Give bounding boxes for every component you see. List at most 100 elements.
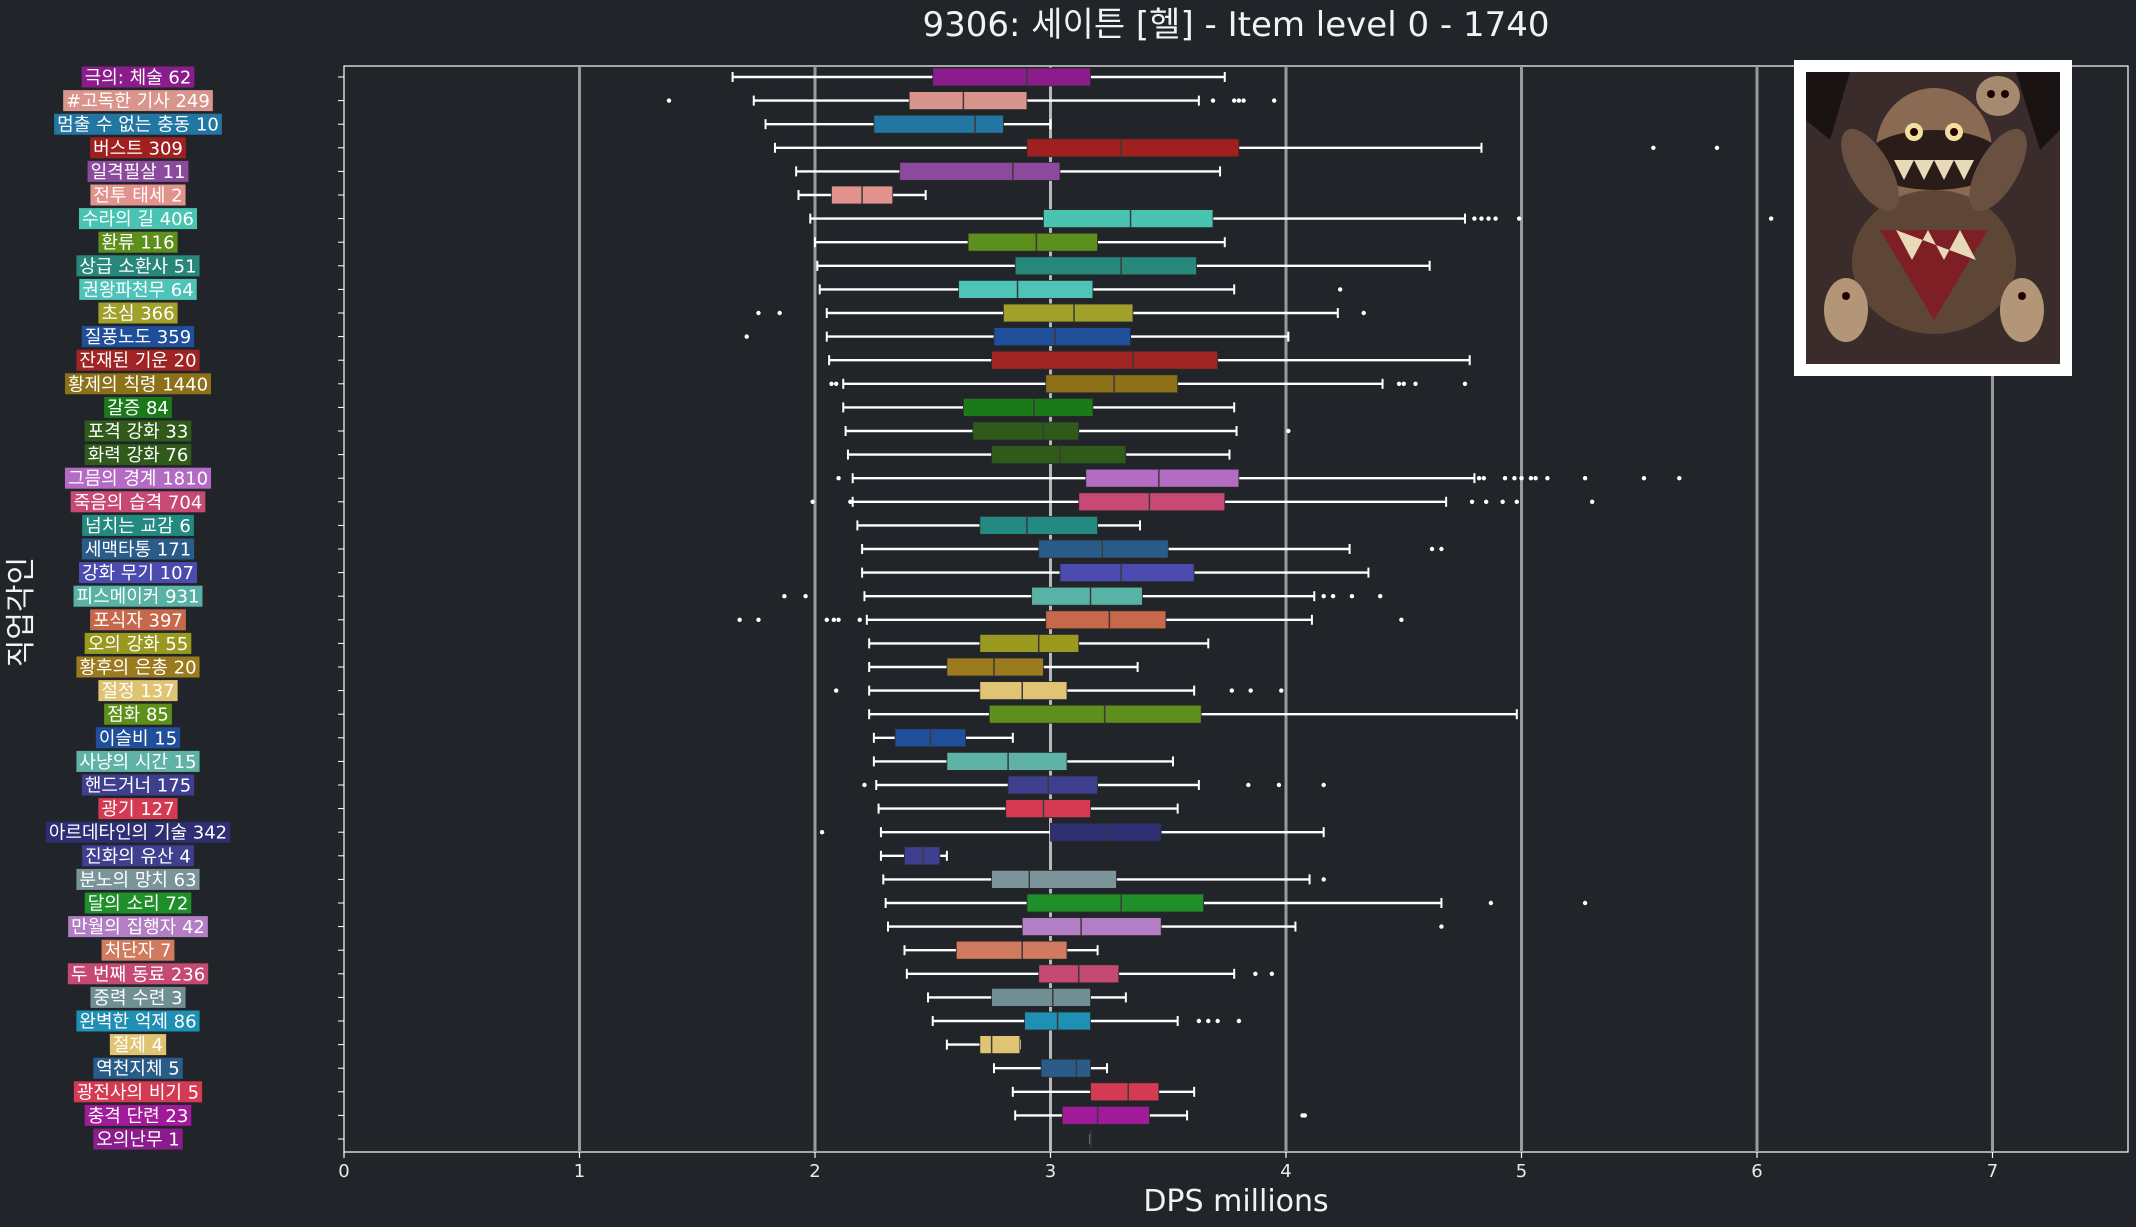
outlier-point <box>1302 1113 1308 1118</box>
outlier-point <box>1512 476 1517 481</box>
outlier-point <box>1321 877 1326 882</box>
outlier-point <box>1401 381 1406 386</box>
plot-frame <box>343 65 2129 1153</box>
category-label-bg <box>79 278 197 300</box>
category-label-text: 권왕파천무 64 <box>82 280 193 301</box>
category-label: 아르데타인의 기술 342 <box>45 821 231 844</box>
iqr-box <box>1003 303 1134 323</box>
category-label-text: 화력 강화 76 <box>88 445 189 466</box>
category-label: 황후의 은총 20 <box>76 656 200 679</box>
category-label: 오의 강화 55 <box>84 632 192 655</box>
category-label-bg <box>81 774 195 796</box>
outlier-point <box>1589 499 1595 504</box>
box-27 <box>338 681 1284 700</box>
iqr-box <box>972 421 1080 441</box>
category-label-bg <box>76 349 200 371</box>
box-7 <box>338 209 1774 229</box>
category-label-bg <box>109 1034 167 1056</box>
iqr-box <box>946 657 1044 677</box>
outlier-point <box>1429 546 1435 552</box>
category-label-text: 오의난무 1 <box>96 1130 179 1151</box>
iqr-box <box>1061 1106 1150 1125</box>
outlier-point <box>836 617 841 622</box>
box-20 <box>338 516 1141 535</box>
category-label-bg <box>84 1104 192 1126</box>
category-label-bg <box>101 939 175 961</box>
box-45 <box>338 1106 1308 1125</box>
iqr-box <box>991 350 1219 370</box>
box-38 <box>338 940 1099 960</box>
category-label-text: 일격필살 11 <box>91 162 186 183</box>
category-label-text: 완벽한 억제 86 <box>79 1012 196 1033</box>
category-label: 포식자 397 <box>90 609 186 631</box>
iqr-box <box>1007 775 1098 795</box>
category-label-text: 달의 소리 72 <box>88 894 189 915</box>
outlier-point <box>1493 216 1498 221</box>
box-46 <box>338 1129 1092 1149</box>
outlier-point <box>1519 476 1524 481</box>
category-label-text: #고독한 기사 249 <box>66 91 210 112</box>
outlier-point <box>1378 594 1383 599</box>
category-label: 화력 강화 76 <box>84 444 192 466</box>
category-label-bg <box>73 1081 203 1103</box>
outlier-point <box>1528 476 1534 481</box>
box-34 <box>338 846 948 866</box>
category-label: 극의: 체술 62 <box>81 66 195 89</box>
outlier-point <box>1246 782 1251 788</box>
iqr-box <box>991 988 1091 1007</box>
outlier-point <box>1210 98 1216 103</box>
outlier-point <box>1714 145 1720 150</box>
outlier-point <box>862 782 867 788</box>
box-37 <box>338 917 1444 936</box>
category-label-bg <box>67 963 209 985</box>
outlier-point <box>1514 499 1519 504</box>
outlier-point <box>1337 287 1343 292</box>
iqr-box <box>946 752 1068 771</box>
category-label: 광전사의 비기 5 <box>73 1081 203 1103</box>
category-label: 황제의 칙령 1440 <box>64 373 212 395</box>
category-label: 사냥의 시간 15 <box>76 750 200 773</box>
outlier-point <box>737 617 742 622</box>
box-31 <box>338 775 1326 795</box>
outlier-point <box>857 617 862 622</box>
outlier-point <box>1321 782 1326 788</box>
category-label-text: 처단자 7 <box>105 941 172 962</box>
category-label-text: 충격 단련 23 <box>88 1106 189 1127</box>
category-label-bg <box>64 467 212 489</box>
outlier-point <box>1399 617 1404 622</box>
outlier-point <box>836 476 841 481</box>
outlier-point <box>1488 900 1494 906</box>
outlier-point <box>1241 98 1246 103</box>
x-tick-label: 4 <box>1280 1161 1291 1182</box>
box-14 <box>338 374 1468 394</box>
outlier-point <box>1486 216 1491 221</box>
box-35 <box>338 870 1326 889</box>
box-30 <box>338 752 1174 771</box>
category-label: 세맥타통 171 <box>81 538 195 561</box>
category-label-text: 환류 116 <box>101 233 174 254</box>
outlier-point <box>833 688 839 693</box>
outlier-point <box>1206 1018 1211 1024</box>
category-label: #고독한 기사 249 <box>63 90 213 112</box>
category-label: 만월의 집행자 42 <box>68 916 208 938</box>
outlier-point <box>819 830 825 835</box>
category-label: 피스메이커 931 <box>73 585 203 608</box>
outlier-point <box>1462 381 1468 386</box>
category-label: 이슬비 15 <box>95 727 181 749</box>
category-label-bg <box>93 1057 183 1079</box>
category-label: 절정 137 <box>98 680 178 702</box>
outlier-point <box>803 594 808 599</box>
category-label-bg <box>78 562 198 584</box>
category-label-text: 사냥의 시간 15 <box>79 752 196 773</box>
box-24 <box>338 610 1404 630</box>
x-tick-label: 5 <box>1516 1161 1527 1182</box>
box-18 <box>338 468 1682 488</box>
category-label-text: 질풍노도 359 <box>85 327 191 348</box>
outlier-point <box>1269 971 1275 976</box>
category-label-bg <box>76 255 200 277</box>
iqr-box <box>958 279 1094 299</box>
outlier-point <box>1481 476 1487 481</box>
iqr-box <box>908 91 1028 110</box>
